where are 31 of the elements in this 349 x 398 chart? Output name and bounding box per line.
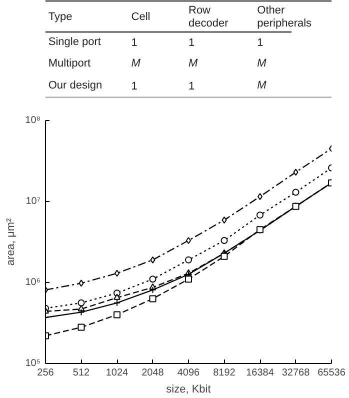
text: M	[131, 58, 142, 70]
text: M	[188, 58, 198, 70]
x-tick-label: 8192	[213, 368, 236, 378]
category-label: Type	[48, 10, 72, 23]
text: 1	[131, 36, 138, 49]
text: 1	[131, 80, 138, 92]
category-label: Cell	[131, 10, 150, 23]
text: M	[257, 79, 268, 92]
text: 1	[257, 36, 264, 49]
text: Multiport	[48, 58, 91, 70]
y-tick-label: 10⁶	[25, 277, 41, 288]
x-tick-label: 1024	[106, 368, 129, 378]
category-label: Row decoder	[188, 4, 229, 30]
x-tick-label: 256	[37, 368, 54, 378]
text: M	[257, 58, 268, 70]
y-tick-label: 10⁵	[25, 358, 41, 369]
text: 1	[188, 36, 195, 49]
x-tick-label: 4096	[177, 368, 200, 378]
text: Our design	[48, 79, 102, 92]
text: Single port	[48, 36, 101, 48]
x-tick-label: 16384	[246, 368, 274, 378]
x-tick-label: 32768	[282, 368, 310, 378]
y-tick-label: 10⁸	[25, 115, 40, 126]
x-tick-label: 512	[72, 368, 90, 378]
x-tick-label: 2048	[142, 368, 164, 378]
x-axis-title: size, Kbit	[166, 384, 211, 396]
y-axis-title: area, μm²	[5, 218, 18, 266]
category-label: Other peripherals	[257, 4, 312, 30]
x-tick-label: 65536	[318, 368, 346, 378]
y-tick-label: 10⁷	[26, 196, 41, 207]
text: 1	[188, 80, 195, 92]
